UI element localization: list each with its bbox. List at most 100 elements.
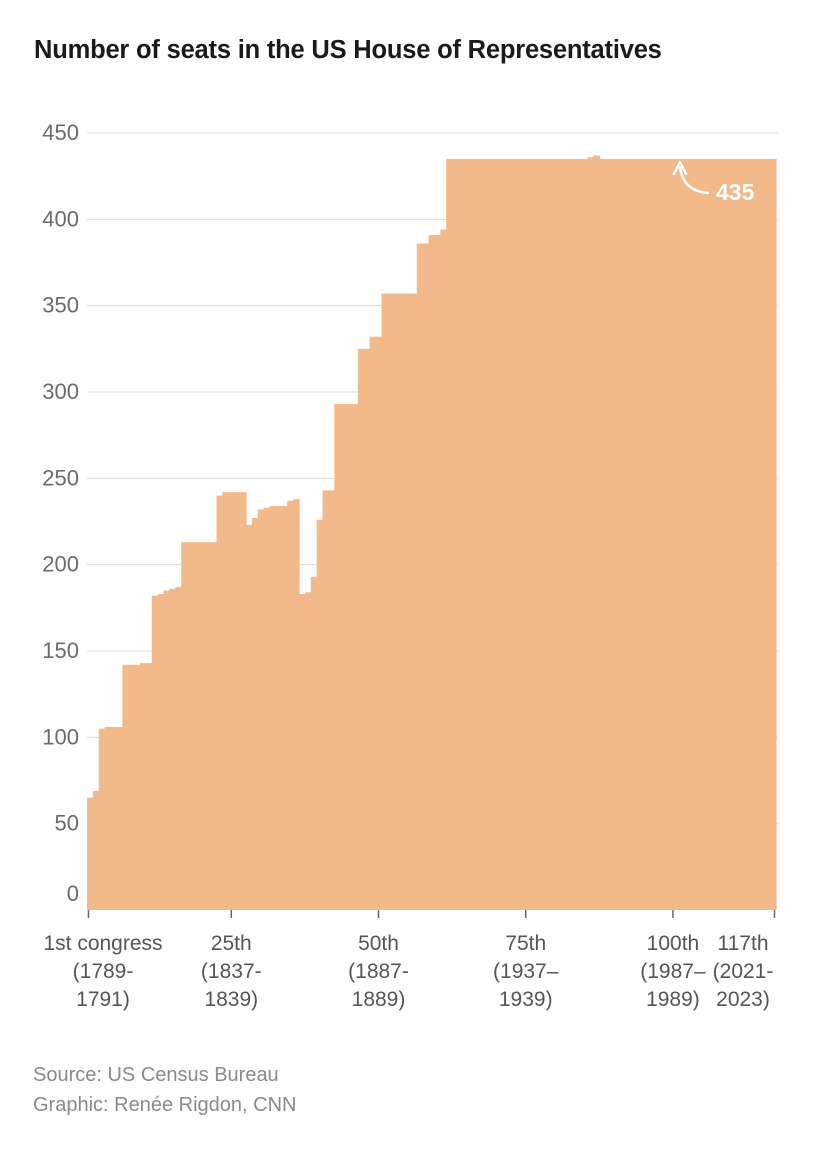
seat-bar bbox=[628, 158, 636, 910]
seat-bar bbox=[234, 492, 241, 910]
y-tick-label: 200 bbox=[42, 552, 79, 577]
seat-bar bbox=[587, 157, 595, 910]
seat-bar bbox=[622, 158, 630, 910]
seat-bar bbox=[416, 243, 424, 911]
seat-bar bbox=[469, 158, 477, 910]
seat-bar bbox=[281, 505, 288, 910]
seat-bar bbox=[104, 726, 112, 910]
seat-bar bbox=[723, 158, 730, 910]
seat-bar bbox=[204, 542, 212, 910]
x-tick-label: 25th bbox=[211, 932, 252, 955]
seat-bar bbox=[140, 663, 147, 910]
seat-bar bbox=[475, 158, 483, 910]
x-tick-label: 1989) bbox=[646, 988, 700, 1011]
seat-bar bbox=[617, 158, 624, 910]
seat-bar bbox=[110, 726, 118, 910]
seat-bar bbox=[675, 158, 683, 910]
source-note: Source: US Census Bureau bbox=[33, 1064, 279, 1086]
seat-bar bbox=[363, 348, 371, 910]
seat-bar bbox=[240, 492, 247, 910]
seat-bar bbox=[87, 797, 94, 910]
seat-bar bbox=[287, 500, 294, 910]
seat-bar bbox=[764, 158, 771, 910]
seat-bar bbox=[752, 158, 759, 910]
seat-bar bbox=[593, 155, 600, 911]
annotation-435: 435 bbox=[672, 160, 755, 205]
seat-bar bbox=[145, 663, 153, 910]
y-tick-label: 50 bbox=[55, 811, 79, 836]
seat-bar bbox=[640, 158, 648, 910]
seat-bar bbox=[346, 404, 353, 910]
seat-bar bbox=[310, 576, 318, 910]
seat-bar bbox=[410, 293, 418, 911]
seat-bar bbox=[758, 158, 765, 910]
seat-bar bbox=[734, 158, 742, 910]
seat-bar bbox=[564, 158, 571, 910]
seat-bar bbox=[693, 158, 701, 910]
seat-bar bbox=[269, 505, 277, 910]
seat-bar bbox=[552, 158, 559, 910]
seat-bar bbox=[275, 505, 282, 910]
seat-bar bbox=[546, 158, 553, 910]
y-tick-label: 100 bbox=[42, 724, 79, 749]
seat-bar bbox=[334, 404, 341, 910]
seat-bar bbox=[699, 158, 706, 910]
x-tick-label: 117th bbox=[718, 932, 769, 955]
seat-bar bbox=[740, 158, 748, 910]
y-tick-label: 450 bbox=[42, 120, 79, 145]
seat-bar bbox=[151, 595, 159, 910]
seat-bar bbox=[446, 158, 453, 910]
seat-bar bbox=[646, 158, 653, 910]
y-tick-label: 0 bbox=[67, 881, 79, 906]
seat-bar bbox=[257, 509, 265, 910]
seat-bar bbox=[246, 524, 253, 910]
y-tick-label: 350 bbox=[42, 293, 79, 318]
seat-bar bbox=[92, 790, 100, 910]
x-tick-label: 1st congress bbox=[43, 932, 162, 955]
x-tick-label: (1837- bbox=[201, 960, 262, 983]
seat-bar bbox=[452, 158, 459, 910]
seat-bar bbox=[481, 158, 489, 910]
seat-bar bbox=[605, 158, 612, 910]
seat-bar bbox=[428, 234, 436, 910]
y-tick-label: 250 bbox=[42, 465, 79, 490]
x-axis: 1st congress (1789- 1791) 25th (1837- 1839) 50… bbox=[43, 910, 776, 1011]
seat-bar bbox=[304, 592, 312, 910]
seat-bar bbox=[569, 158, 577, 910]
chart-title: Number of seats in the US House of Repre… bbox=[34, 36, 662, 64]
seat-bar bbox=[487, 158, 494, 910]
seat-bar bbox=[652, 158, 659, 910]
seat-bar bbox=[422, 243, 430, 911]
seat-bar bbox=[540, 158, 547, 910]
seat-bar bbox=[705, 158, 712, 910]
seat-bar bbox=[558, 158, 565, 910]
x-tick-label: (2021- bbox=[713, 960, 774, 983]
seat-bar bbox=[116, 726, 123, 910]
seat-bar bbox=[181, 542, 188, 910]
y-tick-label: 400 bbox=[42, 206, 79, 231]
seat-bar bbox=[516, 158, 524, 910]
seat-bar bbox=[175, 587, 182, 910]
seat-bar bbox=[340, 404, 347, 910]
seat-bar bbox=[434, 234, 441, 910]
seat-bar bbox=[157, 594, 165, 910]
seat-bar bbox=[128, 664, 135, 910]
seat-bar bbox=[328, 490, 335, 910]
seat-bar bbox=[393, 293, 400, 911]
annotation-label: 435 bbox=[716, 179, 755, 205]
seat-bar bbox=[316, 519, 324, 910]
seat-bar bbox=[169, 588, 176, 910]
y-tick-label: 150 bbox=[42, 638, 79, 663]
seat-bar bbox=[505, 158, 512, 910]
seat-bar bbox=[299, 594, 306, 910]
seat-bar bbox=[728, 158, 736, 910]
y-tick-label: 300 bbox=[42, 379, 79, 404]
seat-bar bbox=[575, 158, 583, 910]
seat-bar bbox=[528, 158, 536, 910]
x-tick-label: (1937– bbox=[493, 960, 559, 983]
x-tick-label: 1839) bbox=[204, 988, 258, 1011]
seat-bar bbox=[522, 158, 530, 910]
seat-bar bbox=[216, 495, 224, 910]
seat-bar bbox=[187, 542, 194, 910]
seat-bar bbox=[98, 728, 106, 910]
